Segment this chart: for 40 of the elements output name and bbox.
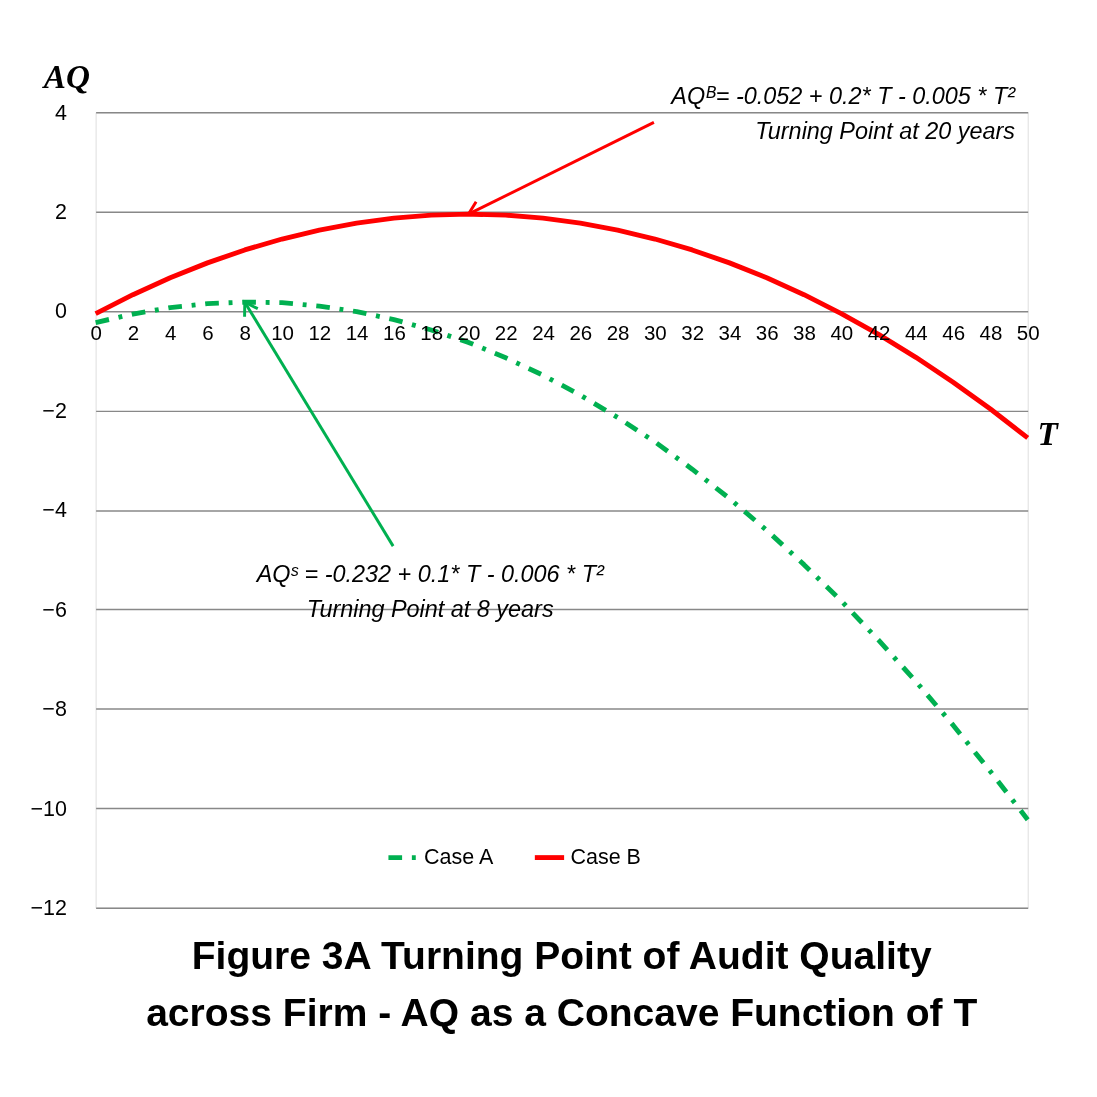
x-tick-label: 50: [1016, 320, 1040, 344]
y-tick-label: −4: [42, 498, 67, 523]
legend-label: Case A: [424, 845, 494, 870]
x-tick-label: 8: [239, 320, 251, 344]
y-tick-label: 4: [54, 100, 67, 125]
legend-label: Case B: [570, 845, 641, 870]
x-tick-label: 46: [942, 320, 966, 344]
x-tick-label: 26: [569, 320, 593, 344]
x-tick-label: 32: [681, 320, 705, 344]
y-axis-title: AQ: [41, 58, 90, 96]
x-tick-label: 6: [202, 320, 214, 344]
x-tick-label: 38: [793, 320, 816, 344]
x-tick-label: 24: [532, 320, 555, 344]
x-tick-label: 14: [345, 320, 369, 344]
x-tick-label: 48: [979, 320, 1003, 344]
x-tick-label: 28: [606, 320, 630, 344]
x-tick-label: 44: [904, 320, 928, 344]
y-tick-label: −10: [30, 796, 67, 821]
x-tick-label: 34: [718, 320, 742, 344]
y-tick-label: 0: [54, 299, 67, 324]
annotation: AQᴮ= -0.052 + 0.2* T - 0.005 * T² Turning Point at 20 years: [669, 82, 1017, 144]
x-tick-label: 12: [308, 320, 332, 344]
text: Figure 3A Turning Point of Audit Quality across Firm - AQ as a Concave Function of T: [146, 934, 978, 1034]
y-tick-label: −2: [42, 398, 67, 423]
x-tick-label: 2: [127, 320, 140, 344]
annotation: AQˢ = -0.232 + 0.1* T - 0.006 * T² Turning Point at 8 years: [254, 561, 605, 623]
y-tick-label: −6: [42, 597, 67, 622]
y-tick-label: −12: [30, 895, 67, 920]
x-tick-label: 36: [755, 320, 779, 344]
x-tick-label: 30: [643, 320, 667, 344]
x-tick-label: 0: [90, 320, 102, 344]
y-tick-label: 2: [54, 199, 67, 224]
y-tick-label: −8: [42, 697, 67, 722]
x-tick-label: 16: [382, 320, 406, 344]
x-tick-label: 4: [165, 320, 177, 344]
x-tick-label: 22: [494, 320, 518, 344]
x-axis-title: T: [1037, 415, 1060, 453]
x-tick-label: 40: [830, 320, 854, 344]
x-tick-label: 10: [271, 320, 294, 344]
x-tick-label: 20: [457, 320, 481, 344]
